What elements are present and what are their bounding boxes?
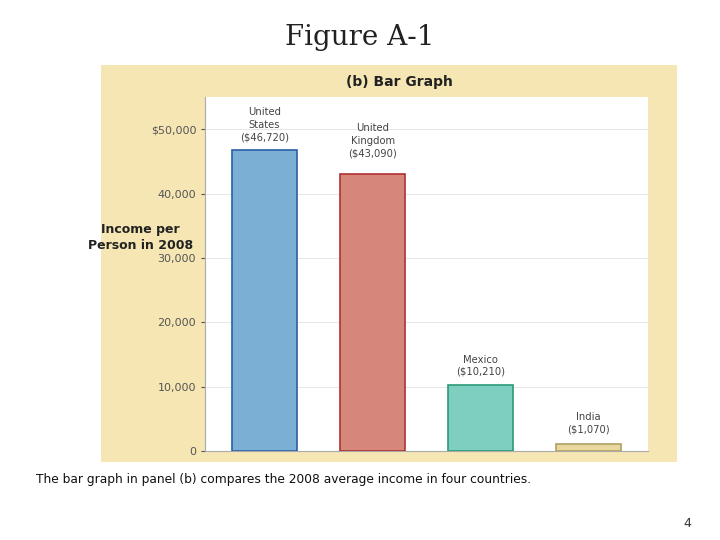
Text: India
($1,070): India ($1,070) [567, 413, 610, 435]
Text: 4: 4 [683, 517, 691, 530]
Text: Figure A-1: Figure A-1 [285, 24, 435, 51]
Bar [448, 385, 513, 451]
Text: United
Kingdom
($43,090): United Kingdom ($43,090) [348, 124, 397, 158]
Bar [557, 444, 621, 451]
Text: (b) Bar Graph: (b) Bar Graph [346, 75, 453, 89]
Text: United
States
($46,720): United States ($46,720) [240, 107, 289, 142]
Text: Mexico
($10,210): Mexico ($10,210) [456, 355, 505, 377]
Text: Income per: Income per [101, 223, 180, 236]
Bar [233, 151, 297, 451]
Bar [340, 174, 405, 451]
Text: The bar graph in panel (b) compares the 2008 average income in four countries.: The bar graph in panel (b) compares the … [36, 472, 531, 485]
Text: Person in 2008: Person in 2008 [88, 239, 193, 252]
